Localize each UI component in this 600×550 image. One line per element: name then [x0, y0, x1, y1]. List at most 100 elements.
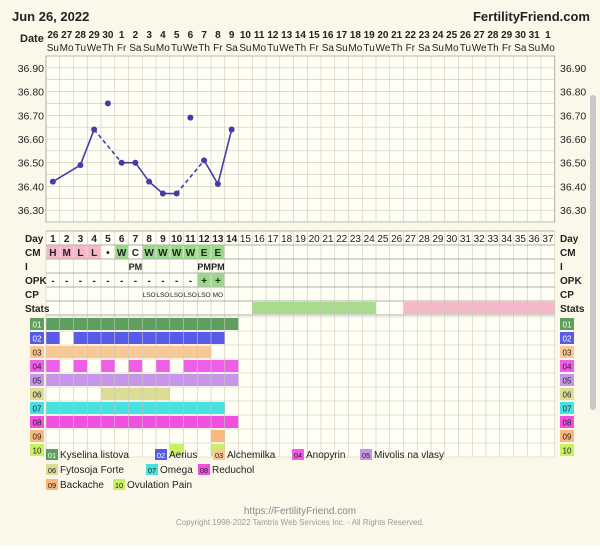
opk-cell-day-5: -	[106, 276, 109, 287]
med-02-day-5	[101, 332, 115, 344]
temp-point-day-14	[228, 126, 235, 133]
opk-cell-bg	[197, 273, 211, 287]
row-label-left: Day	[25, 234, 44, 245]
y-tick-right: 36.40	[560, 181, 586, 193]
med-label-left: 02	[33, 335, 42, 344]
legend-code-02: 02	[157, 451, 165, 460]
med-02-day-9	[156, 332, 170, 344]
med-label-bg	[30, 402, 44, 414]
date-weekday-15: Su	[239, 43, 251, 54]
legend-name-07: Omega	[160, 465, 193, 476]
med-label-bg	[560, 444, 574, 456]
day-number-4: 4	[91, 234, 97, 245]
temp-point-day-7	[132, 159, 139, 166]
temp-point-day-9	[159, 190, 166, 197]
med-05-day-13	[211, 374, 225, 386]
med-05-day-1	[46, 374, 60, 386]
y-tick-left: 36.90	[18, 63, 44, 75]
temp-line-segment	[148, 181, 164, 195]
med-01-day-4	[87, 318, 101, 330]
legend-swatch-10	[113, 479, 125, 490]
date-weekday-12: Th	[198, 43, 210, 54]
med-02-day-10	[169, 332, 184, 344]
med-label-left: 05	[33, 377, 42, 386]
day-number-27: 27	[405, 234, 417, 245]
med-05-day-12	[197, 374, 211, 386]
med-label-left: 09	[33, 433, 42, 442]
med-label-bg	[30, 430, 44, 442]
med-08-day-5	[101, 416, 115, 428]
scrollbar[interactable]	[590, 95, 596, 410]
row-label-right: CM	[560, 248, 576, 259]
date-day-12: 7	[201, 30, 207, 41]
med-02-day-7	[128, 332, 143, 344]
legend-name-02: Aerius	[169, 450, 197, 461]
row-label-right: I	[560, 262, 563, 273]
intercourse-cell-day-12: PM	[197, 262, 211, 272]
legend-name-04: Anopyrin	[306, 450, 345, 461]
row-label-right: OPK	[560, 276, 582, 287]
date-day-29: 24	[432, 30, 444, 41]
med-02-day-3	[73, 332, 88, 344]
cm-cell-bg	[60, 245, 73, 259]
med-08-day-14	[224, 416, 239, 428]
med-label-bg	[30, 374, 44, 386]
row-label-left: I	[25, 262, 28, 273]
med-05-day-3	[73, 374, 88, 386]
med-01-day-8	[142, 318, 156, 330]
med-05-day-8	[142, 374, 156, 386]
legend-name-03: Alchemilka	[227, 450, 276, 461]
date-day-23: 18	[350, 30, 362, 41]
cm-cell-day-2: M	[62, 248, 70, 259]
med-03-day-2	[59, 346, 74, 358]
med-07-day-4	[87, 402, 101, 414]
y-tick-right: 36.70	[560, 110, 586, 122]
legend-code-10: 10	[115, 481, 123, 490]
med-01-day-1	[46, 318, 60, 330]
med-label-bg	[560, 360, 574, 372]
med-08-day-13	[211, 416, 225, 428]
stats-bar-1	[252, 302, 376, 314]
med-02-day-4	[87, 332, 101, 344]
opk-cell-day-8: -	[147, 276, 150, 287]
date-day-26: 21	[391, 30, 403, 41]
date-weekday-29: Su	[432, 43, 444, 54]
date-weekday-36: Su	[528, 43, 540, 54]
med-06-day-9	[156, 388, 170, 400]
opk-cell-day-3: -	[79, 276, 82, 287]
temp-point-day-13	[214, 181, 221, 188]
date-weekday-30: Mo	[445, 43, 459, 54]
date-day-7: 2	[133, 30, 139, 41]
med-05-day-7	[128, 374, 143, 386]
med-label-bg	[30, 332, 44, 344]
opk-cell-day-10: -	[175, 276, 178, 287]
date-day-21: 16	[322, 30, 334, 41]
med-label-left: 07	[33, 405, 42, 414]
y-tick-left: 36.50	[18, 158, 44, 170]
opk-cell-day-13: +	[215, 276, 221, 287]
med-label-bg	[30, 346, 44, 358]
med-01-day-10	[169, 318, 184, 330]
med-01-day-5	[101, 318, 115, 330]
day-number-37: 37	[542, 234, 554, 245]
med-01-day-12	[197, 318, 211, 330]
date-day-10: 5	[174, 30, 180, 41]
date-day-33: 28	[487, 30, 499, 41]
date-weekday-25: We	[375, 43, 390, 54]
legend-swatch-04	[292, 449, 304, 460]
cm-cell-bg	[156, 245, 170, 259]
day-number-21: 21	[322, 234, 334, 245]
med-05-day-14	[224, 374, 239, 386]
chart-date: Jun 26, 2022	[12, 9, 89, 24]
opk-cell-day-1: -	[51, 276, 54, 287]
temp-line-segment	[93, 129, 123, 164]
brand-name[interactable]: FertilityFriend.com	[473, 9, 590, 24]
med-08-day-4	[87, 416, 101, 428]
date-day-16: 11	[254, 30, 265, 41]
date-day-1: 26	[47, 30, 59, 41]
med-07-day-3	[73, 402, 88, 414]
day-number-10: 10	[171, 234, 183, 245]
temp-line-segment	[217, 129, 233, 185]
footer-url[interactable]: https://FertilityFriend.com	[244, 506, 356, 517]
